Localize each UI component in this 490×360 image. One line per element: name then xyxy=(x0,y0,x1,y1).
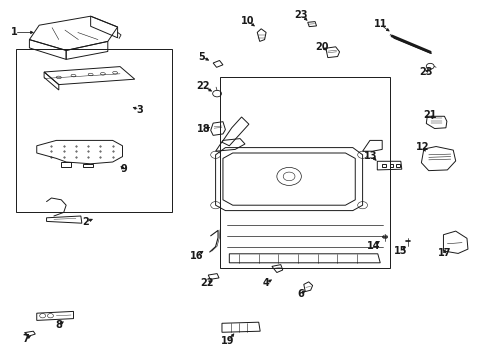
Text: 11: 11 xyxy=(373,19,387,30)
Text: 2: 2 xyxy=(82,217,89,227)
Text: 12: 12 xyxy=(416,142,429,152)
Text: 23: 23 xyxy=(294,10,308,20)
Text: 22: 22 xyxy=(196,81,210,91)
Text: 19: 19 xyxy=(221,336,235,346)
Text: 7: 7 xyxy=(22,334,29,344)
Text: 10: 10 xyxy=(241,16,254,26)
Text: 21: 21 xyxy=(423,110,437,120)
Text: 13: 13 xyxy=(364,150,378,161)
Text: 1: 1 xyxy=(11,27,18,37)
Text: 9: 9 xyxy=(120,164,127,174)
Text: 3: 3 xyxy=(136,105,143,115)
Text: 5: 5 xyxy=(198,51,205,62)
Text: 15: 15 xyxy=(394,246,408,256)
Text: 6: 6 xyxy=(297,289,304,299)
Text: 22: 22 xyxy=(200,278,214,288)
Text: 8: 8 xyxy=(55,320,62,330)
Text: 23: 23 xyxy=(419,67,433,77)
Text: 4: 4 xyxy=(263,278,270,288)
Text: 16: 16 xyxy=(190,251,204,261)
Text: 18: 18 xyxy=(196,124,210,134)
Text: 17: 17 xyxy=(438,248,451,258)
Bar xyxy=(220,77,390,268)
Text: 20: 20 xyxy=(315,42,329,52)
Bar xyxy=(16,49,172,212)
Text: 14: 14 xyxy=(367,240,380,251)
